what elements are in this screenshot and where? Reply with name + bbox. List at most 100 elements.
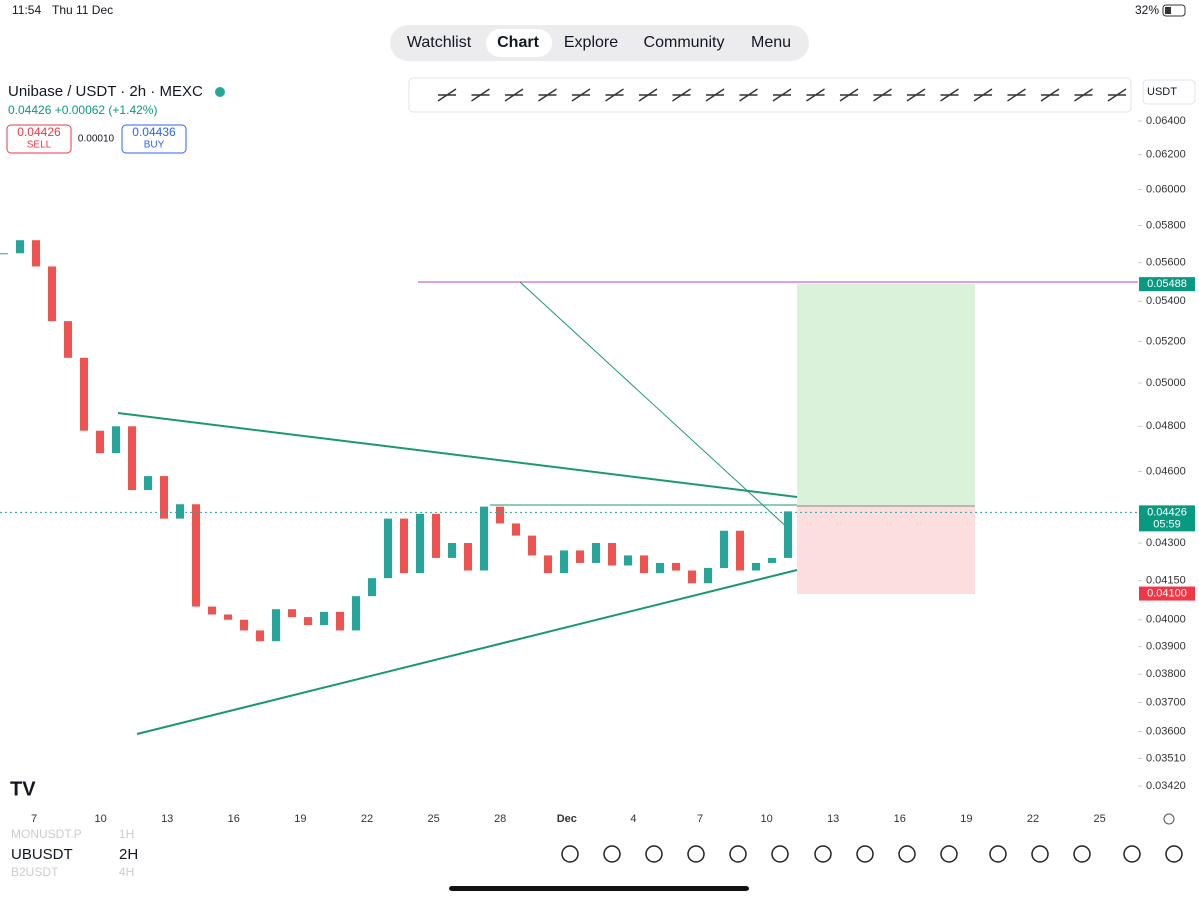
bottom-tool-icon[interactable] bbox=[1073, 845, 1091, 863]
tool-icon[interactable] bbox=[1107, 88, 1127, 102]
tool-icon[interactable] bbox=[437, 88, 457, 102]
y-tick-label: 0.06000 bbox=[1146, 183, 1186, 195]
candle bbox=[416, 513, 424, 574]
status-time: 11:54 bbox=[12, 3, 41, 17]
tool-icon[interactable] bbox=[772, 88, 792, 102]
tool-icon[interactable] bbox=[571, 88, 591, 102]
currency[interactable]: USDT bbox=[1147, 86, 1177, 98]
candle bbox=[768, 557, 776, 563]
bottom-tool-icon[interactable] bbox=[940, 845, 958, 863]
bottom-tool-icon[interactable] bbox=[898, 845, 916, 863]
bottom-tool-icon[interactable] bbox=[645, 845, 663, 863]
bottom-tool-icon[interactable] bbox=[687, 845, 705, 863]
candle bbox=[272, 609, 280, 642]
tool-icon[interactable] bbox=[739, 88, 758, 102]
y-tick-label: 0.03510 bbox=[1146, 752, 1186, 764]
tool-icon[interactable] bbox=[1007, 88, 1026, 102]
tool-icon[interactable] bbox=[504, 88, 524, 102]
candle bbox=[336, 611, 344, 631]
y-tick-label: 0.04150 bbox=[1146, 575, 1186, 587]
symbol-row[interactable]: B2USDT bbox=[11, 865, 59, 879]
candle bbox=[656, 562, 664, 574]
candle bbox=[64, 321, 72, 358]
tool-icon[interactable] bbox=[672, 88, 691, 102]
buy-price[interactable]: 0.04436 bbox=[132, 125, 176, 139]
y-tick-label: 0.03700 bbox=[1146, 696, 1186, 708]
candle bbox=[32, 240, 40, 267]
spread: 0.00010 bbox=[78, 134, 115, 145]
nav-tab[interactable]: Watchlist bbox=[407, 34, 472, 51]
y-tick-label: 0.04800 bbox=[1146, 420, 1186, 432]
tool-icon[interactable] bbox=[973, 88, 993, 102]
candle bbox=[368, 578, 376, 597]
interval-row[interactable]: 4H bbox=[119, 865, 134, 879]
bottom-tool-icon[interactable] bbox=[1165, 845, 1183, 863]
candle bbox=[496, 506, 504, 524]
tv-logo: TV bbox=[10, 778, 36, 800]
candle bbox=[704, 567, 712, 584]
bottom-tool-icon[interactable] bbox=[856, 845, 874, 863]
tool-icon[interactable] bbox=[605, 88, 624, 102]
nav-tab[interactable]: Explore bbox=[564, 34, 618, 51]
nav-tab[interactable]: Chart bbox=[497, 34, 539, 51]
candle bbox=[784, 511, 792, 558]
resistance-trendline bbox=[117, 412, 798, 498]
x-tick-label: 4 bbox=[630, 813, 636, 825]
sell-price[interactable]: 0.04426 bbox=[17, 125, 61, 139]
candle bbox=[208, 606, 216, 615]
drawing-toolbar bbox=[408, 77, 1132, 113]
candle bbox=[400, 518, 408, 574]
sell-button[interactable] bbox=[6, 124, 72, 154]
bottom-tool-icon[interactable] bbox=[1123, 845, 1141, 863]
bottom-tool-icon[interactable] bbox=[771, 845, 789, 863]
tool-icon[interactable] bbox=[1074, 88, 1093, 102]
settings-icon[interactable] bbox=[1163, 813, 1175, 825]
y-tick-label: 0.05800 bbox=[1146, 219, 1186, 231]
bottom-tool-icon[interactable] bbox=[814, 845, 832, 863]
tool-icon[interactable] bbox=[638, 88, 658, 102]
interval-row[interactable]: 1H bbox=[119, 827, 134, 841]
bottom-tool-icon[interactable] bbox=[1031, 845, 1049, 863]
sell-label[interactable]: SELL bbox=[27, 140, 52, 151]
bottom-tool-icon[interactable] bbox=[989, 845, 1007, 863]
bottom-tool-icon[interactable] bbox=[603, 845, 621, 863]
y-tick-label: 0.05000 bbox=[1146, 377, 1186, 389]
interval-row[interactable]: 2H bbox=[119, 846, 138, 863]
tool-icon[interactable] bbox=[471, 88, 490, 102]
tool-icon[interactable] bbox=[940, 88, 959, 102]
x-tick-label: 7 bbox=[697, 813, 703, 825]
candle bbox=[0, 253, 8, 255]
active-tab-bg bbox=[486, 29, 552, 57]
buy-label[interactable]: BUY bbox=[144, 140, 165, 151]
candle bbox=[256, 630, 264, 642]
tool-icon[interactable] bbox=[906, 88, 926, 102]
nav-tab[interactable]: Menu bbox=[751, 34, 791, 51]
symbol-row[interactable]: MONUSDT.P bbox=[11, 827, 82, 841]
candle bbox=[304, 617, 312, 626]
candle bbox=[432, 513, 440, 558]
tool-icon[interactable] bbox=[705, 88, 725, 102]
candle bbox=[176, 504, 184, 519]
home-indicator bbox=[449, 886, 749, 891]
bottom-tool-icon[interactable] bbox=[561, 845, 579, 863]
tool-icon[interactable] bbox=[839, 88, 859, 102]
buy-button[interactable] bbox=[121, 124, 187, 154]
tool-icon[interactable] bbox=[806, 88, 825, 102]
tool-icon[interactable] bbox=[873, 88, 892, 102]
tool-icon[interactable] bbox=[538, 88, 557, 102]
stop-zone bbox=[797, 506, 975, 594]
x-tick-label: 25 bbox=[1093, 813, 1105, 825]
tool-icon[interactable] bbox=[1040, 88, 1060, 102]
target-price-tag bbox=[1139, 277, 1195, 292]
symbol-row[interactable]: UBUSDT bbox=[11, 846, 73, 863]
bottom-tool-icon[interactable] bbox=[729, 845, 747, 863]
nav-tab[interactable]: Community bbox=[644, 34, 725, 51]
last-price-tag bbox=[1139, 505, 1195, 532]
candle bbox=[592, 543, 600, 563]
stop-price-tag bbox=[1139, 586, 1195, 601]
candle bbox=[720, 530, 728, 568]
x-tick-label: Dec bbox=[557, 813, 577, 825]
x-tick-label: 16 bbox=[894, 813, 906, 825]
